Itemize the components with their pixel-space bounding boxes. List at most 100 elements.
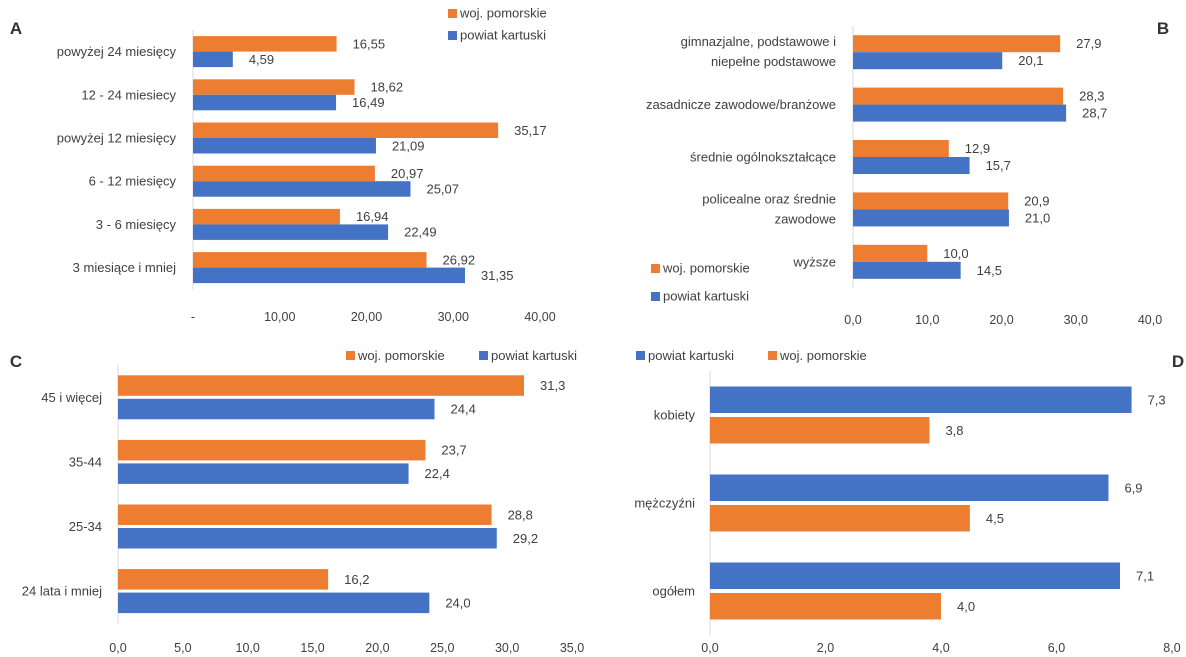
tick-label: 4,0 [932,641,949,655]
legend-label: powiat kartuski [491,348,577,363]
data-label: 28,8 [508,507,533,522]
bar [193,267,465,284]
data-label: 4,0 [957,599,975,614]
legend: woj. pomorskie powiat kartuski [346,348,577,363]
bar [710,417,930,444]
category-label: 24 lata i mniej [22,584,102,599]
tick-label: 20,0 [365,641,389,655]
legend-swatch [651,264,660,273]
bar [193,224,389,240]
legend-label: powiat kartuski [663,289,749,304]
legend: woj. pomorskie powiat kartuski [651,261,750,304]
data-label: 26,92 [443,252,476,267]
category-label: ogółem [652,584,695,599]
bar [118,569,329,590]
bar [853,87,1064,105]
legend-swatch [651,292,660,301]
bar [193,208,340,225]
data-label: 7,3 [1148,392,1166,407]
panel-letter: C [10,352,22,371]
data-label: 4,59 [249,52,274,67]
legend-label: powiat kartuski [460,28,546,43]
legend: powiat kartuski woj. pomorskie [636,348,867,363]
legend-label: woj. pomorskie [662,261,750,276]
tick-label: 2,0 [817,641,834,655]
data-label: 24,4 [451,402,476,417]
bar [118,439,426,461]
bar [853,261,961,279]
data-label: 23,7 [441,443,466,458]
category-label: mężczyźni [634,496,695,511]
tick-label: 15,0 [300,641,324,655]
bar [118,528,497,549]
bar [853,140,949,157]
bar [193,252,427,268]
data-label: 21,09 [392,138,425,153]
category-label: powyżej 24 miesięcy [57,44,177,59]
bar [710,474,1109,501]
legend-label: woj. pomorskie [357,348,445,363]
data-label: 16,49 [352,95,385,110]
legend-label: woj. pomorskie [459,6,547,21]
tick-label: 0,0 [844,313,861,327]
tick-label: 10,0 [236,641,260,655]
bar [193,122,499,138]
tick-label: 20,0 [989,313,1013,327]
bar [193,181,411,197]
bar [118,504,492,525]
tick-label: 5,0 [174,641,191,655]
data-label: 12,9 [965,141,990,156]
bar [853,35,1061,53]
data-label: 14,5 [977,263,1002,278]
bar [118,592,430,614]
category-label: 12 - 24 miesiecy [81,87,176,102]
tick-label: 8,0 [1163,641,1180,655]
data-label: 10,0 [943,246,968,261]
bar [710,593,941,620]
tick-label: 30,00 [438,310,469,324]
bar [193,36,337,52]
bar [118,375,525,396]
category-label: policealne oraz średnie zawodowe [702,191,836,226]
category-label: powyżej 12 miesięcy [57,131,177,146]
tick-label: 40,00 [524,310,555,324]
tick-label: - [191,310,195,324]
data-label: 28,7 [1082,106,1107,121]
bar [193,165,375,182]
tick-label: 30,0 [1064,313,1088,327]
panel-letter: B [1157,19,1169,38]
category-label: zasadnicze zawodowe/branżowe [646,97,836,112]
panel-letter: D [1172,352,1184,371]
data-label: 35,17 [514,123,547,138]
legend-swatch [479,351,488,360]
tick-label: 35,0 [560,641,584,655]
category-label: 3 - 6 miesięcy [96,217,177,232]
data-label: 20,1 [1018,53,1043,68]
category-label: 25-34 [69,519,102,534]
data-label: 18,62 [371,80,404,95]
tick-label: 10,00 [264,310,295,324]
tick-label: 0,0 [701,641,718,655]
tick-label: 0,0 [109,641,126,655]
panel-letter: A [10,19,22,38]
data-label: 20,9 [1024,193,1049,208]
category-label: wyższe [792,254,836,269]
bar [193,51,233,68]
legend-swatch [346,351,355,360]
bar [118,398,435,420]
bar [853,104,1067,122]
data-label: 3,8 [945,423,963,438]
tick-label: 30,0 [495,641,519,655]
data-label: 22,49 [404,225,437,240]
bar [710,386,1132,413]
bar [853,244,928,262]
tick-label: 6,0 [1048,641,1065,655]
bar [853,192,1009,210]
data-label: 6,9 [1124,480,1142,495]
data-label: 31,35 [481,268,514,283]
category-label: kobiety [654,408,696,423]
bar [710,562,1121,589]
data-label: 15,7 [986,158,1011,173]
